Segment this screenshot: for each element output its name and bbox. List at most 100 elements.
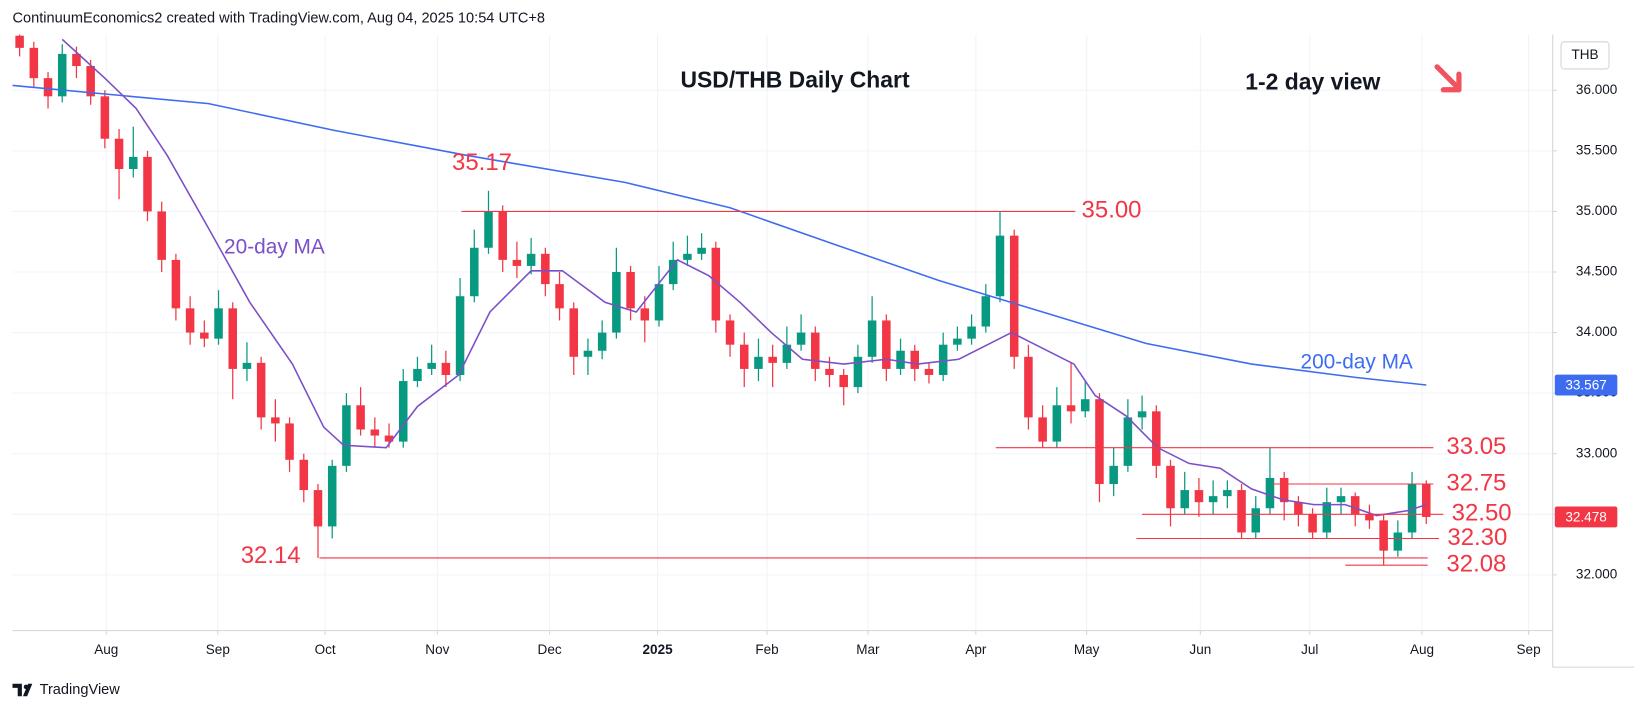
candle-body <box>739 344 749 369</box>
level-label: 32.14 <box>241 542 301 569</box>
candle-body <box>526 253 536 266</box>
candle-body <box>384 435 394 442</box>
candle-body <box>441 362 451 375</box>
candle-body <box>185 308 195 333</box>
candle-body <box>1080 399 1090 412</box>
candle-body <box>370 429 380 436</box>
level-label: 32.08 <box>1446 551 1506 578</box>
x-tick-label: Jun <box>1189 642 1211 657</box>
ma-label: 20-day MA <box>224 236 325 259</box>
x-tick-label: Feb <box>755 642 778 657</box>
candle-body <box>143 156 152 212</box>
candle-body <box>924 368 934 375</box>
header: ContinuumEconomics2 created with Trading… <box>13 11 546 27</box>
candle-body <box>882 320 891 369</box>
candle-body <box>342 405 351 466</box>
candle-body <box>1109 465 1118 485</box>
candle-body <box>754 356 763 369</box>
view-label: 1-2 day view <box>1245 69 1380 95</box>
candle-body <box>327 465 337 527</box>
candle-body <box>171 259 181 309</box>
x-tick-label: Nov <box>425 642 449 657</box>
candle-body <box>867 320 877 357</box>
candle-body <box>29 47 39 79</box>
candle-body <box>1421 484 1431 517</box>
candle-body <box>910 350 920 369</box>
currency-box[interactable] <box>1560 41 1610 70</box>
level-label: 35.17 <box>452 149 512 176</box>
candle-body <box>256 362 266 418</box>
candle-body <box>299 459 309 491</box>
candle-body <box>1180 490 1189 509</box>
candle-body <box>285 423 294 460</box>
candle-body <box>1152 411 1161 466</box>
candle-body <box>398 381 408 442</box>
candle-body <box>711 247 721 321</box>
candle-body <box>1237 490 1246 533</box>
candle-body <box>1322 502 1332 533</box>
chart-title: USD/THB Daily Chart <box>680 66 909 92</box>
candle-body <box>626 271 635 309</box>
x-tick-label: Oct <box>315 642 336 657</box>
moving-average <box>12 84 1427 386</box>
down-arrow <box>1434 64 1462 93</box>
ma-price-tag: 33.567 <box>1565 378 1606 393</box>
footer-brand: TradingView <box>40 682 121 698</box>
x-tick-label: Sep <box>206 642 230 657</box>
candle-body <box>981 296 991 327</box>
candle-body <box>1294 502 1303 515</box>
candle-body <box>1194 490 1204 503</box>
candle-body <box>683 253 692 260</box>
candle-body <box>57 53 67 97</box>
candle-body <box>1038 417 1047 442</box>
candle-body <box>484 211 493 248</box>
x-tick-label: Dec <box>538 642 562 657</box>
candle-body <box>242 362 252 369</box>
candle-body <box>796 332 806 345</box>
candle-body <box>470 247 479 297</box>
x-tick-label: May <box>1074 642 1100 657</box>
candle-body <box>1052 405 1062 442</box>
candle-body <box>86 66 95 97</box>
candle-body <box>541 253 550 285</box>
x-tick-label: Apr <box>965 642 987 657</box>
candle-body <box>640 308 650 321</box>
level-label: 32.50 <box>1452 500 1512 527</box>
candle-body <box>811 332 820 369</box>
candle-body <box>427 362 436 369</box>
y-tick-label: 32.000 <box>1576 566 1617 581</box>
candle-body <box>583 350 593 357</box>
candle-body <box>1009 235 1019 357</box>
candle-body <box>555 284 564 309</box>
candle-body <box>612 271 621 333</box>
ma-label: 200-day MA <box>1301 350 1413 373</box>
candle-body <box>114 138 124 170</box>
candle-body <box>72 53 81 67</box>
x-tick-label: Jul <box>1301 642 1318 657</box>
logo[interactable]: TradingView <box>12 682 121 698</box>
candle-body <box>1166 465 1175 509</box>
y-tick-label: 34.500 <box>1576 264 1617 279</box>
candle-body <box>1137 411 1147 418</box>
candle-body <box>995 235 1005 297</box>
candle-body <box>1024 356 1033 418</box>
candle-body <box>157 211 166 260</box>
candle-body <box>569 308 579 357</box>
x-tick-label: Sep <box>1517 642 1541 657</box>
candle-body <box>356 405 365 430</box>
candle-body <box>214 308 223 339</box>
candle-body <box>1365 514 1374 521</box>
x-tick-label: Aug <box>1410 642 1434 657</box>
y-tick-label: 36.000 <box>1576 82 1617 97</box>
candle-body <box>967 326 976 339</box>
x-tick-label: Mar <box>856 642 880 657</box>
candle-body <box>1251 508 1261 533</box>
candle-body <box>498 211 507 260</box>
last-price-tag: 32.478 <box>1565 510 1606 525</box>
candle-body <box>271 417 280 424</box>
candle-body <box>1308 514 1317 533</box>
candle-body <box>1379 520 1388 551</box>
candle-body <box>1095 399 1104 485</box>
